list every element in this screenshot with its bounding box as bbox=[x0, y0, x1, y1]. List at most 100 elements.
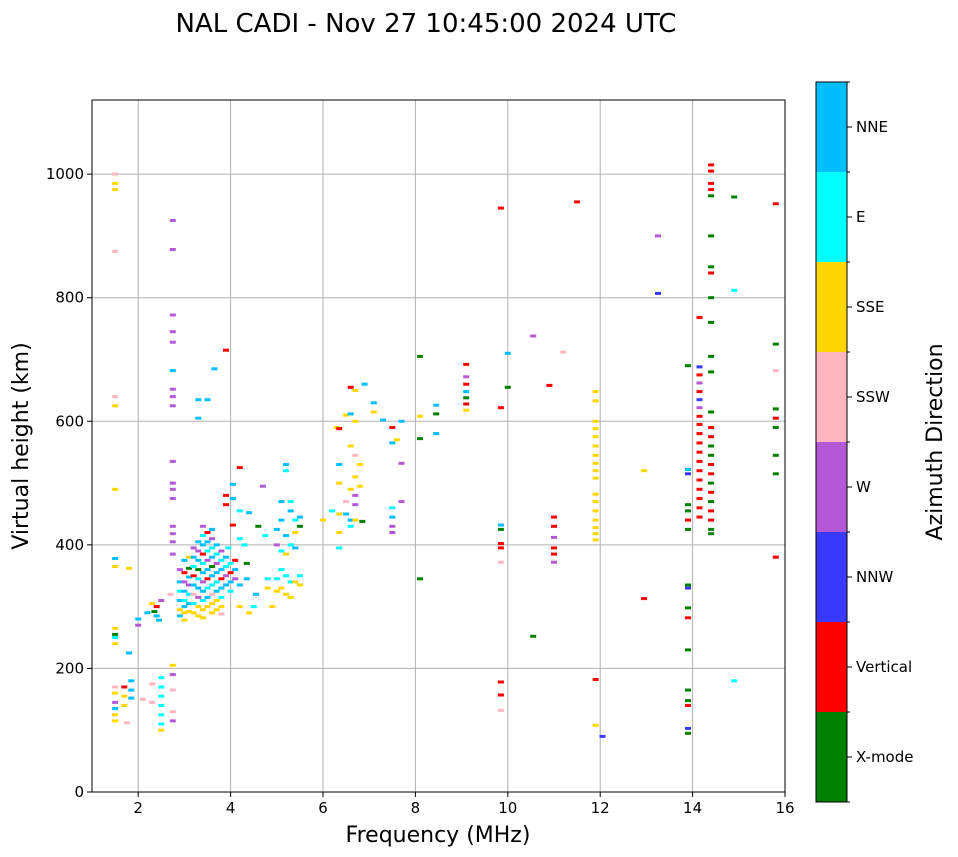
data-point bbox=[283, 592, 289, 596]
data-point bbox=[772, 202, 779, 206]
data-point bbox=[176, 599, 183, 602]
data-point bbox=[772, 342, 779, 346]
data-point bbox=[121, 685, 128, 689]
data-point bbox=[283, 534, 289, 538]
chart-title: NAL CADI - Nov 27 10:45:00 2024 UTC bbox=[176, 9, 677, 39]
data-point bbox=[223, 583, 229, 587]
data-point bbox=[232, 558, 239, 562]
data-point bbox=[204, 577, 211, 581]
colorbar-frame bbox=[815, 81, 848, 803]
data-point bbox=[112, 487, 119, 491]
data-points bbox=[112, 163, 779, 738]
data-point bbox=[209, 574, 216, 578]
data-point bbox=[199, 616, 206, 620]
data-point bbox=[186, 575, 192, 579]
data-point bbox=[176, 608, 183, 612]
data-point bbox=[209, 611, 216, 615]
data-point bbox=[204, 549, 211, 553]
data-point bbox=[213, 599, 220, 602]
data-point bbox=[497, 523, 504, 527]
data-point bbox=[696, 478, 703, 482]
data-point bbox=[204, 558, 211, 562]
colorbar-segment bbox=[816, 82, 847, 172]
data-point bbox=[389, 515, 396, 519]
data-point bbox=[199, 608, 206, 612]
data-point bbox=[199, 561, 206, 565]
data-point bbox=[592, 723, 599, 727]
x-tick-label: 2 bbox=[133, 799, 143, 817]
data-point bbox=[169, 673, 176, 677]
data-point bbox=[772, 416, 779, 420]
data-point bbox=[169, 369, 176, 373]
y-axis-label: Virtual height (km) bbox=[9, 342, 34, 549]
data-point bbox=[357, 484, 363, 488]
data-point bbox=[149, 700, 156, 704]
data-point bbox=[574, 200, 581, 204]
data-point bbox=[169, 330, 176, 334]
y-tick-label: 400 bbox=[55, 536, 84, 554]
data-point bbox=[696, 390, 703, 394]
data-point bbox=[112, 700, 119, 704]
data-point bbox=[343, 500, 350, 504]
data-point bbox=[199, 534, 206, 538]
data-point bbox=[169, 552, 176, 556]
data-point bbox=[685, 704, 691, 707]
data-point bbox=[112, 188, 119, 192]
data-point bbox=[347, 444, 354, 448]
data-point bbox=[336, 427, 343, 431]
data-point bbox=[190, 574, 197, 578]
data-point bbox=[158, 713, 165, 717]
data-point bbox=[292, 518, 299, 522]
data-point bbox=[169, 387, 176, 391]
data-point bbox=[181, 605, 188, 609]
data-point bbox=[181, 589, 188, 593]
data-point bbox=[211, 367, 218, 371]
data-point bbox=[112, 719, 119, 723]
data-point bbox=[708, 271, 715, 275]
data-point bbox=[708, 463, 715, 466]
data-point bbox=[696, 515, 703, 519]
data-point bbox=[592, 419, 599, 423]
data-point bbox=[218, 605, 225, 609]
data-point bbox=[278, 500, 285, 504]
data-point bbox=[128, 688, 135, 692]
data-point bbox=[463, 402, 470, 406]
data-point bbox=[287, 580, 294, 584]
data-point bbox=[209, 546, 216, 550]
data-point bbox=[685, 518, 691, 522]
data-point bbox=[283, 469, 289, 473]
data-point bbox=[347, 518, 354, 522]
data-point bbox=[551, 560, 557, 564]
data-point bbox=[218, 577, 225, 581]
data-point bbox=[551, 535, 557, 539]
data-point bbox=[772, 472, 779, 476]
data-point bbox=[352, 388, 359, 392]
data-point bbox=[708, 194, 715, 198]
data-point bbox=[708, 532, 715, 536]
data-point bbox=[296, 524, 303, 528]
data-point bbox=[169, 540, 176, 544]
data-point bbox=[218, 586, 225, 590]
data-point bbox=[181, 611, 188, 615]
data-point bbox=[546, 383, 553, 387]
data-point bbox=[592, 492, 599, 496]
colorbar-label: NNE bbox=[856, 118, 888, 136]
data-point bbox=[229, 497, 236, 500]
data-point bbox=[225, 546, 232, 550]
data-point bbox=[190, 611, 197, 615]
data-point bbox=[685, 583, 691, 587]
data-point bbox=[551, 524, 557, 528]
data-point bbox=[592, 427, 599, 431]
data-point bbox=[278, 518, 285, 522]
data-point bbox=[708, 509, 715, 513]
data-point bbox=[195, 549, 202, 553]
data-point bbox=[696, 406, 703, 410]
data-point bbox=[153, 614, 160, 618]
data-point bbox=[708, 296, 715, 300]
data-point bbox=[708, 265, 715, 269]
data-point bbox=[135, 617, 142, 621]
x-tick-label: 14 bbox=[683, 799, 702, 817]
grid-lines bbox=[92, 100, 786, 793]
data-point bbox=[181, 558, 188, 562]
data-point bbox=[186, 555, 192, 559]
